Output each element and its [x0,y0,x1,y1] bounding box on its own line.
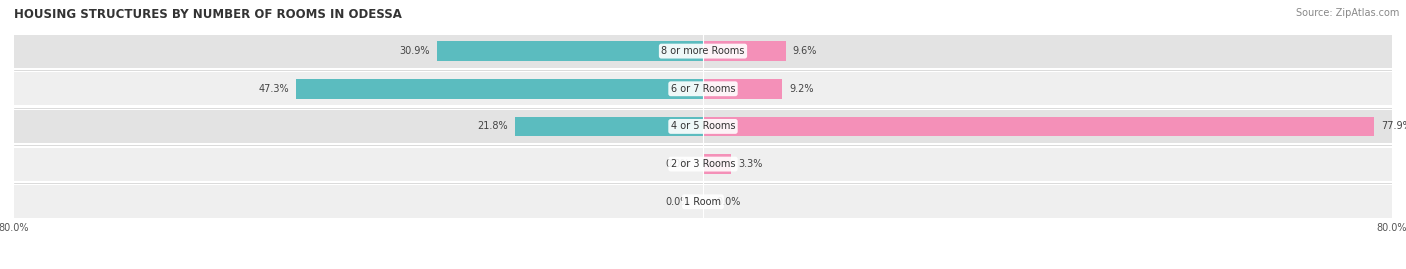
Bar [437,41,703,61]
Text: 1 Room: 1 Room [685,197,721,207]
Text: HOUSING STRUCTURES BY NUMBER OF ROOMS IN ODESSA: HOUSING STRUCTURES BY NUMBER OF ROOMS IN… [14,8,402,21]
Text: 8 or more Rooms: 8 or more Rooms [661,46,745,56]
Bar [14,34,1392,68]
Bar [515,117,703,136]
Text: 0.0%: 0.0% [665,159,690,169]
Legend: Owner-occupied, Renter-occupied: Owner-occupied, Renter-occupied [591,268,815,269]
Text: 2 or 3 Rooms: 2 or 3 Rooms [671,159,735,169]
Bar [14,185,1392,218]
Text: 6 or 7 Rooms: 6 or 7 Rooms [671,84,735,94]
Bar [703,154,731,174]
Text: 9.6%: 9.6% [793,46,817,56]
Text: Source: ZipAtlas.com: Source: ZipAtlas.com [1295,8,1399,18]
Text: 4 or 5 Rooms: 4 or 5 Rooms [671,121,735,132]
Bar [703,117,1374,136]
Text: 0.0%: 0.0% [716,197,741,207]
Bar [14,110,1392,143]
Text: 21.8%: 21.8% [478,121,509,132]
Bar [703,79,782,98]
Text: 77.9%: 77.9% [1381,121,1406,132]
Bar [14,72,1392,105]
Text: 9.2%: 9.2% [789,84,814,94]
Bar [295,79,703,98]
Bar [14,147,1392,181]
Bar [703,41,786,61]
Text: 3.3%: 3.3% [738,159,762,169]
Text: 0.0%: 0.0% [665,197,690,207]
Text: 47.3%: 47.3% [259,84,288,94]
Text: 30.9%: 30.9% [399,46,430,56]
